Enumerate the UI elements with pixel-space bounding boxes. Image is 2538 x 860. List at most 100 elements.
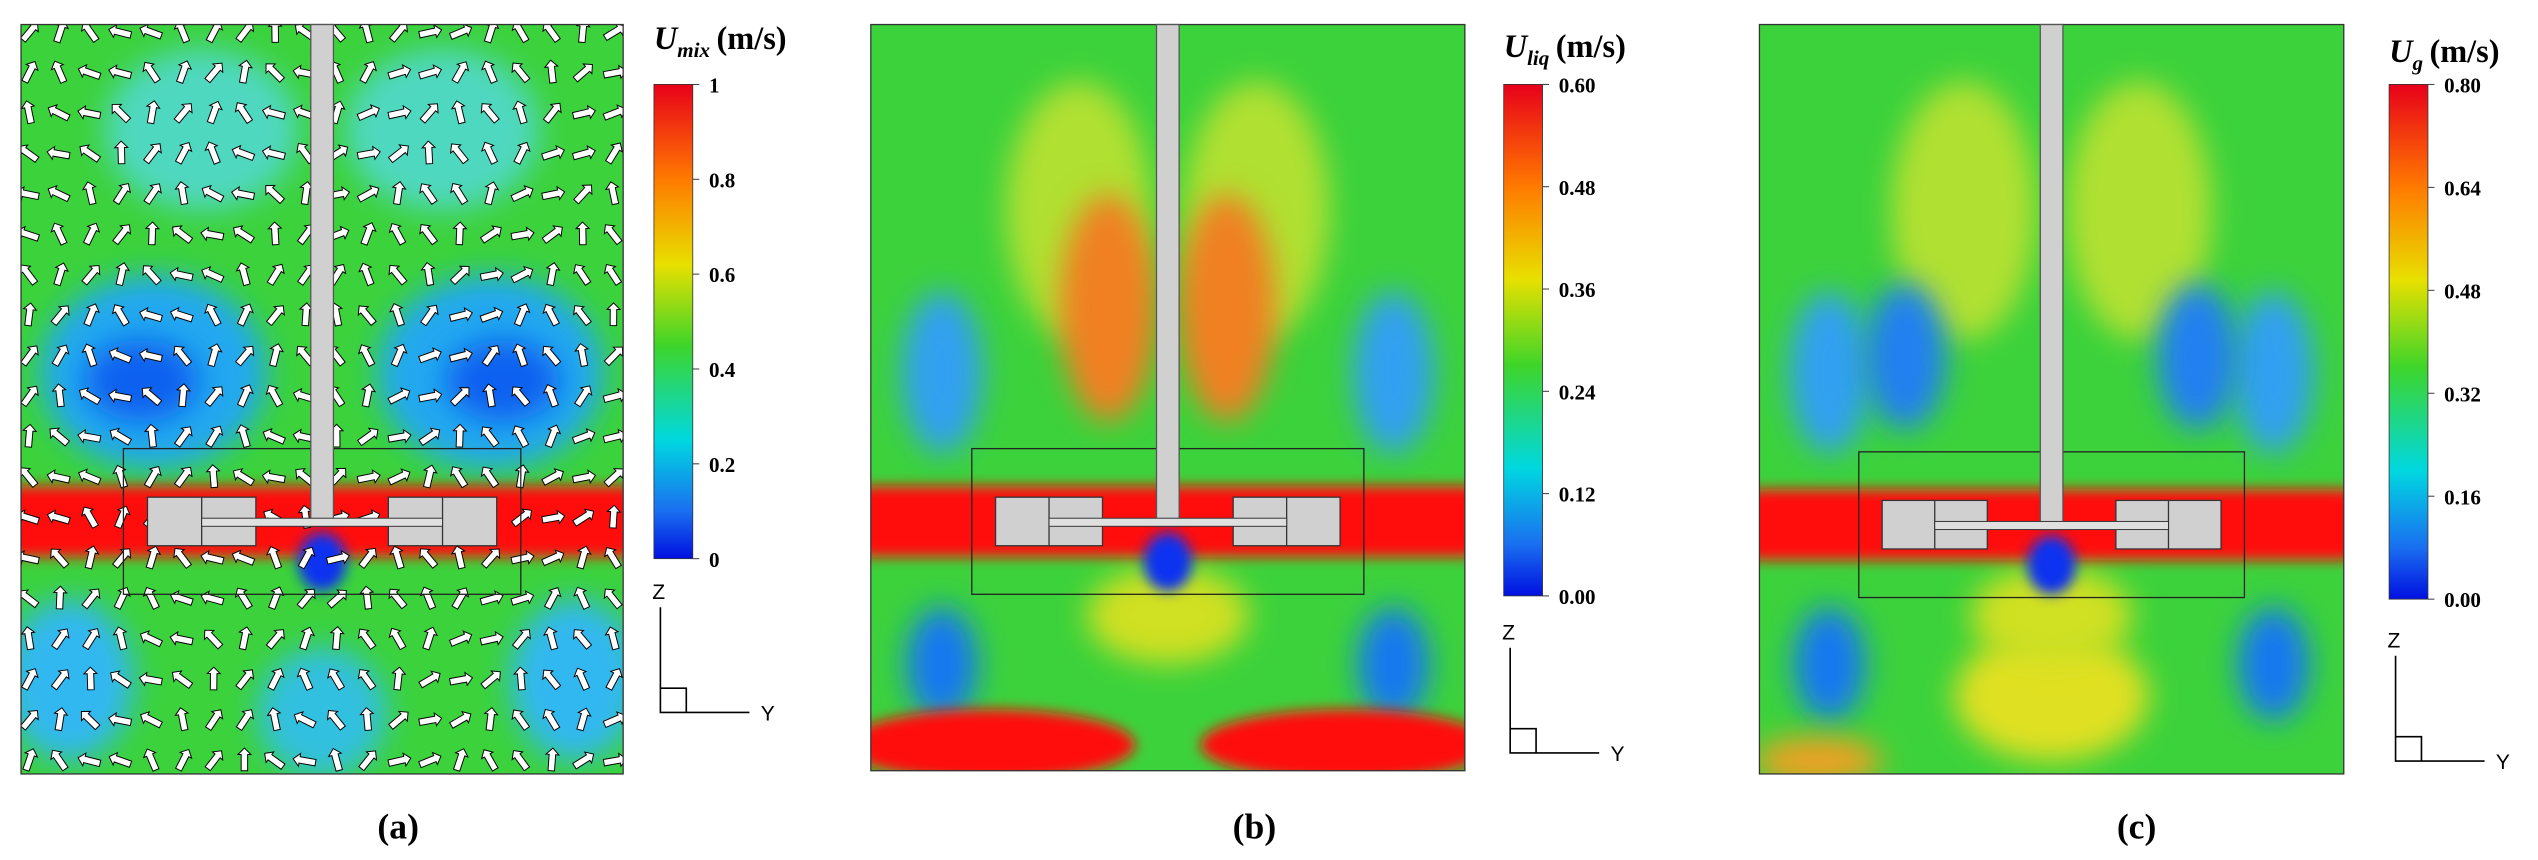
vector-arrow (541, 509, 566, 525)
vector-arrow (422, 464, 438, 489)
vector-arrow (481, 345, 501, 367)
colorbar-title: Ug (m/s) (2389, 34, 2499, 75)
vector-arrow (451, 61, 470, 84)
axis-y-label: Y (761, 703, 775, 726)
field-region (345, 48, 540, 211)
vector-arrow (388, 222, 407, 246)
vector-arrow (174, 748, 193, 772)
vector-arrow (175, 383, 192, 408)
vector-arrow (541, 144, 565, 161)
vector-arrow (359, 706, 375, 732)
vector-arrow (50, 548, 70, 569)
vector-arrow (511, 425, 530, 449)
vector-arrow (356, 145, 381, 161)
vector-arrow (450, 100, 466, 125)
vector-arrow (206, 666, 222, 691)
vector-arrow (418, 751, 442, 769)
vector-arrow (449, 387, 470, 407)
vector-arrow (481, 60, 498, 84)
vector-arrow (545, 262, 561, 287)
vector-arrow (418, 388, 443, 404)
vector-arrow (201, 184, 225, 203)
vector-arrow (602, 64, 624, 80)
field-region (1200, 709, 1465, 771)
vector-arrow (602, 711, 624, 729)
vector-arrow (574, 385, 593, 408)
vector-arrow (542, 384, 559, 408)
vector-arrow (51, 383, 67, 408)
vector-arrow (269, 343, 285, 368)
vector-arrow (108, 751, 133, 768)
field-region (870, 709, 1136, 771)
vector-arrow (327, 668, 346, 691)
vector-arrow (602, 752, 624, 768)
vector-arrow (21, 24, 39, 43)
vector-arrow (77, 104, 102, 120)
vector-arrow (514, 464, 530, 489)
vector-arrow (53, 707, 69, 732)
vector-arrow (573, 184, 593, 205)
vector-arrow (574, 221, 591, 246)
shaft (310, 23, 335, 527)
vector-arrow (21, 345, 39, 367)
vector-arrow (483, 706, 499, 732)
vector-arrow (265, 305, 285, 327)
colorbar (653, 84, 694, 560)
field-region (1143, 532, 1193, 592)
vector-arrow (113, 586, 131, 610)
vector-arrow (21, 549, 40, 565)
vector-arrow (543, 626, 559, 651)
vector-arrow (174, 707, 190, 732)
vector-arrow (77, 63, 102, 80)
vector-arrow (173, 547, 193, 570)
vector-arrow (573, 264, 592, 286)
vector-arrow (511, 709, 531, 732)
vector-arrow (108, 24, 133, 39)
vector-arrow (298, 302, 314, 327)
vector-arrow (235, 669, 255, 691)
field-region (257, 647, 387, 774)
vector-arrow (81, 343, 98, 368)
vector-arrow (542, 24, 561, 44)
vector-arrow (46, 509, 71, 525)
vector-arrow (387, 387, 411, 405)
vector-arrow (235, 262, 251, 287)
vector-arrow (80, 710, 101, 731)
vector-arrow (541, 549, 565, 567)
vector-arrow (108, 347, 133, 364)
vector-arrow (264, 751, 286, 770)
vector-arrow (449, 265, 470, 286)
vector-arrow (50, 669, 70, 691)
vector-arrow (387, 104, 412, 120)
colorbar-tick-label: 0.4 (709, 358, 736, 382)
colorbar-tick-label: 0.32 (2444, 382, 2481, 406)
vector-arrow (480, 670, 501, 690)
field-region (2066, 81, 2213, 341)
vector-arrow (138, 671, 163, 687)
vector-arrow (480, 103, 500, 124)
vector-arrow (297, 546, 316, 570)
vector-arrow (265, 384, 284, 408)
vector-arrow (571, 428, 596, 445)
vector-arrow (107, 388, 133, 404)
vector-arrow (83, 303, 100, 327)
vector-arrow (605, 668, 624, 691)
vector-arrow (541, 468, 564, 486)
vector-arrow (173, 345, 193, 367)
field-region (2233, 291, 2315, 454)
vector-arrow (21, 589, 40, 609)
vector-arrow (574, 342, 590, 368)
vector-arrow (50, 305, 70, 327)
colorbar-tick-label: 0.60 (1559, 74, 1596, 98)
vector-arrow (267, 24, 283, 43)
vector-arrow (481, 383, 498, 408)
vector-arrow (387, 64, 412, 80)
vector-arrow (200, 549, 225, 565)
vector-arrow (418, 64, 443, 80)
vector-arrow (480, 749, 499, 772)
vector-arrow (143, 183, 162, 206)
vector-arrow (77, 752, 102, 768)
vector-arrow (389, 302, 405, 327)
vector-arrow (265, 184, 286, 205)
vector-arrow (173, 466, 193, 489)
